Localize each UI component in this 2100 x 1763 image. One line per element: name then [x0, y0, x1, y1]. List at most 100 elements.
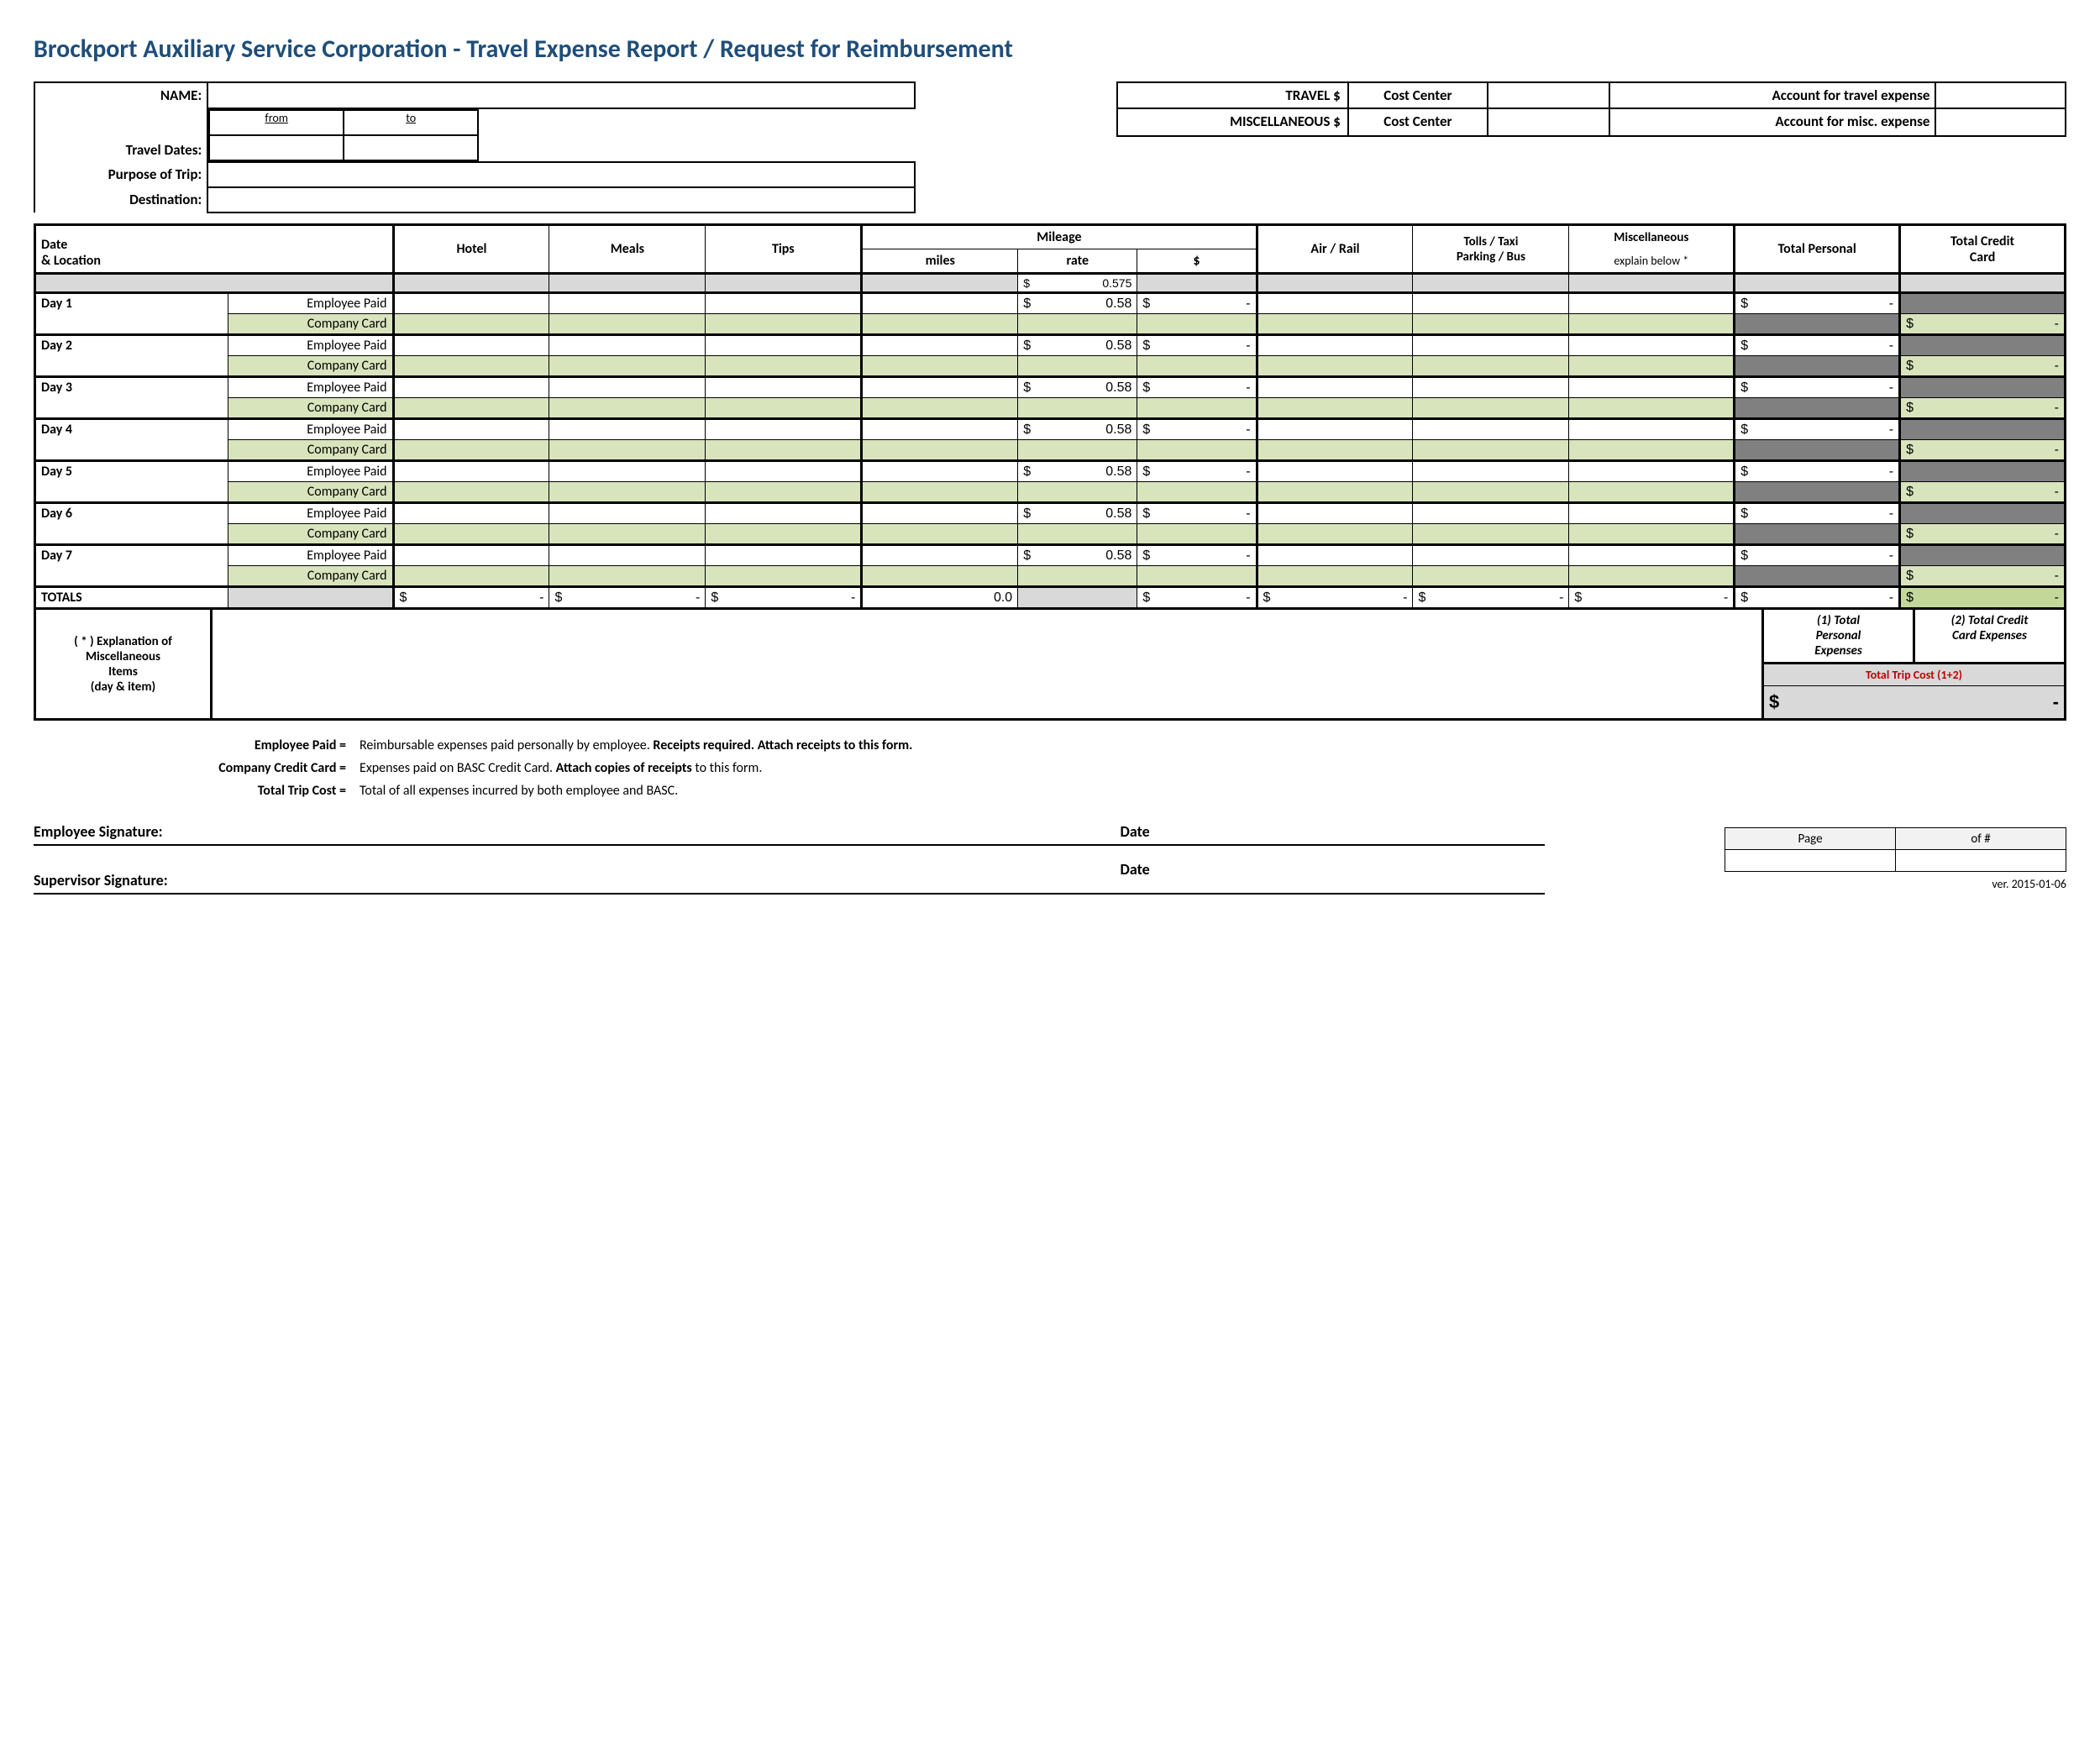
cc-air[interactable] — [1257, 398, 1413, 419]
emp-tolls[interactable] — [1413, 503, 1569, 524]
cc-tolls[interactable] — [1413, 566, 1569, 587]
cc-tolls[interactable] — [1413, 524, 1569, 545]
cc-miles[interactable] — [862, 566, 1018, 587]
emp-misc[interactable] — [1569, 503, 1735, 524]
cc-misc[interactable] — [1569, 356, 1735, 377]
emp-miles[interactable] — [862, 503, 1018, 524]
emp-tolls[interactable] — [1413, 377, 1569, 398]
cc-hotel[interactable] — [393, 314, 549, 335]
emp-meals[interactable] — [549, 293, 706, 314]
emp-misc[interactable] — [1569, 335, 1735, 356]
cc-tips[interactable] — [706, 356, 862, 377]
day-location-field[interactable] — [35, 314, 228, 335]
emp-misc[interactable] — [1569, 545, 1735, 566]
emp-meals[interactable] — [549, 503, 706, 524]
emp-miles[interactable] — [862, 335, 1018, 356]
emp-misc[interactable] — [1569, 377, 1735, 398]
cc-misc[interactable] — [1569, 524, 1735, 545]
emp-misc[interactable] — [1569, 419, 1735, 440]
cc-meals[interactable] — [549, 314, 706, 335]
emp-air[interactable] — [1257, 545, 1413, 566]
cc-tips[interactable] — [706, 482, 862, 503]
cc-hotel[interactable] — [393, 566, 549, 587]
cc-misc[interactable] — [1569, 398, 1735, 419]
emp-air[interactable] — [1257, 461, 1413, 482]
page-val[interactable] — [1725, 850, 1896, 872]
cc-tips[interactable] — [706, 398, 862, 419]
to-field[interactable] — [344, 135, 478, 160]
of-val[interactable] — [1896, 850, 2066, 872]
emp-miles[interactable] — [862, 377, 1018, 398]
cc-air[interactable] — [1257, 566, 1413, 587]
purpose-field[interactable] — [207, 162, 914, 187]
cc-tips[interactable] — [706, 524, 862, 545]
emp-hotel[interactable] — [393, 293, 549, 314]
emp-misc[interactable] — [1569, 461, 1735, 482]
explanation-field[interactable] — [212, 610, 1763, 720]
cc-miles[interactable] — [862, 356, 1018, 377]
cc-hotel[interactable] — [393, 524, 549, 545]
emp-miles[interactable] — [862, 293, 1018, 314]
emp-tolls[interactable] — [1413, 545, 1569, 566]
emp-hotel[interactable] — [393, 545, 549, 566]
cc-hotel[interactable] — [393, 440, 549, 461]
emp-tips[interactable] — [706, 461, 862, 482]
emp-tolls[interactable] — [1413, 419, 1569, 440]
emp-miles[interactable] — [862, 419, 1018, 440]
acct-misc-field[interactable] — [1935, 108, 2066, 136]
emp-air[interactable] — [1257, 377, 1413, 398]
emp-sig-line[interactable] — [303, 819, 1095, 845]
cc-meals[interactable] — [549, 524, 706, 545]
emp-air[interactable] — [1257, 419, 1413, 440]
emp-tolls[interactable] — [1413, 335, 1569, 356]
cc-miles[interactable] — [862, 482, 1018, 503]
cc-meals[interactable] — [549, 566, 706, 587]
emp-tips[interactable] — [706, 293, 862, 314]
cc-air[interactable] — [1257, 356, 1413, 377]
day-location-field[interactable] — [35, 524, 228, 545]
emp-meals[interactable] — [549, 419, 706, 440]
name-field[interactable] — [207, 82, 914, 108]
emp-tolls[interactable] — [1413, 461, 1569, 482]
emp-meals[interactable] — [549, 461, 706, 482]
cc-air[interactable] — [1257, 524, 1413, 545]
emp-air[interactable] — [1257, 335, 1413, 356]
cc-miles[interactable] — [862, 314, 1018, 335]
cc-tolls[interactable] — [1413, 398, 1569, 419]
emp-hotel[interactable] — [393, 503, 549, 524]
day-location-field[interactable] — [35, 440, 228, 461]
cc-air[interactable] — [1257, 482, 1413, 503]
cc-tolls[interactable] — [1413, 482, 1569, 503]
emp-tips[interactable] — [706, 335, 862, 356]
cc-meals[interactable] — [549, 356, 706, 377]
emp-tips[interactable] — [706, 545, 862, 566]
day-location-field[interactable] — [35, 398, 228, 419]
emp-tips[interactable] — [706, 377, 862, 398]
cc-misc[interactable] — [1569, 314, 1735, 335]
emp-tips[interactable] — [706, 419, 862, 440]
cc-tolls[interactable] — [1413, 440, 1569, 461]
cc-miles[interactable] — [862, 524, 1018, 545]
emp-hotel[interactable] — [393, 335, 549, 356]
cc-miles[interactable] — [862, 440, 1018, 461]
emp-hotel[interactable] — [393, 419, 549, 440]
cost-center-field-1[interactable] — [1488, 82, 1609, 108]
emp-meals[interactable] — [549, 545, 706, 566]
day-location-field[interactable] — [35, 566, 228, 587]
emp-air[interactable] — [1257, 503, 1413, 524]
cc-hotel[interactable] — [393, 356, 549, 377]
cc-tips[interactable] — [706, 440, 862, 461]
cc-misc[interactable] — [1569, 482, 1735, 503]
emp-miles[interactable] — [862, 545, 1018, 566]
emp-misc[interactable] — [1569, 293, 1735, 314]
cc-meals[interactable] — [549, 482, 706, 503]
emp-hotel[interactable] — [393, 377, 549, 398]
cc-meals[interactable] — [549, 440, 706, 461]
sup-sig-date-line[interactable] — [1167, 845, 1545, 894]
cost-center-field-2[interactable] — [1488, 108, 1609, 136]
emp-air[interactable] — [1257, 293, 1413, 314]
cc-tolls[interactable] — [1413, 314, 1569, 335]
cc-hotel[interactable] — [393, 398, 549, 419]
cc-misc[interactable] — [1569, 566, 1735, 587]
cc-tips[interactable] — [706, 314, 862, 335]
